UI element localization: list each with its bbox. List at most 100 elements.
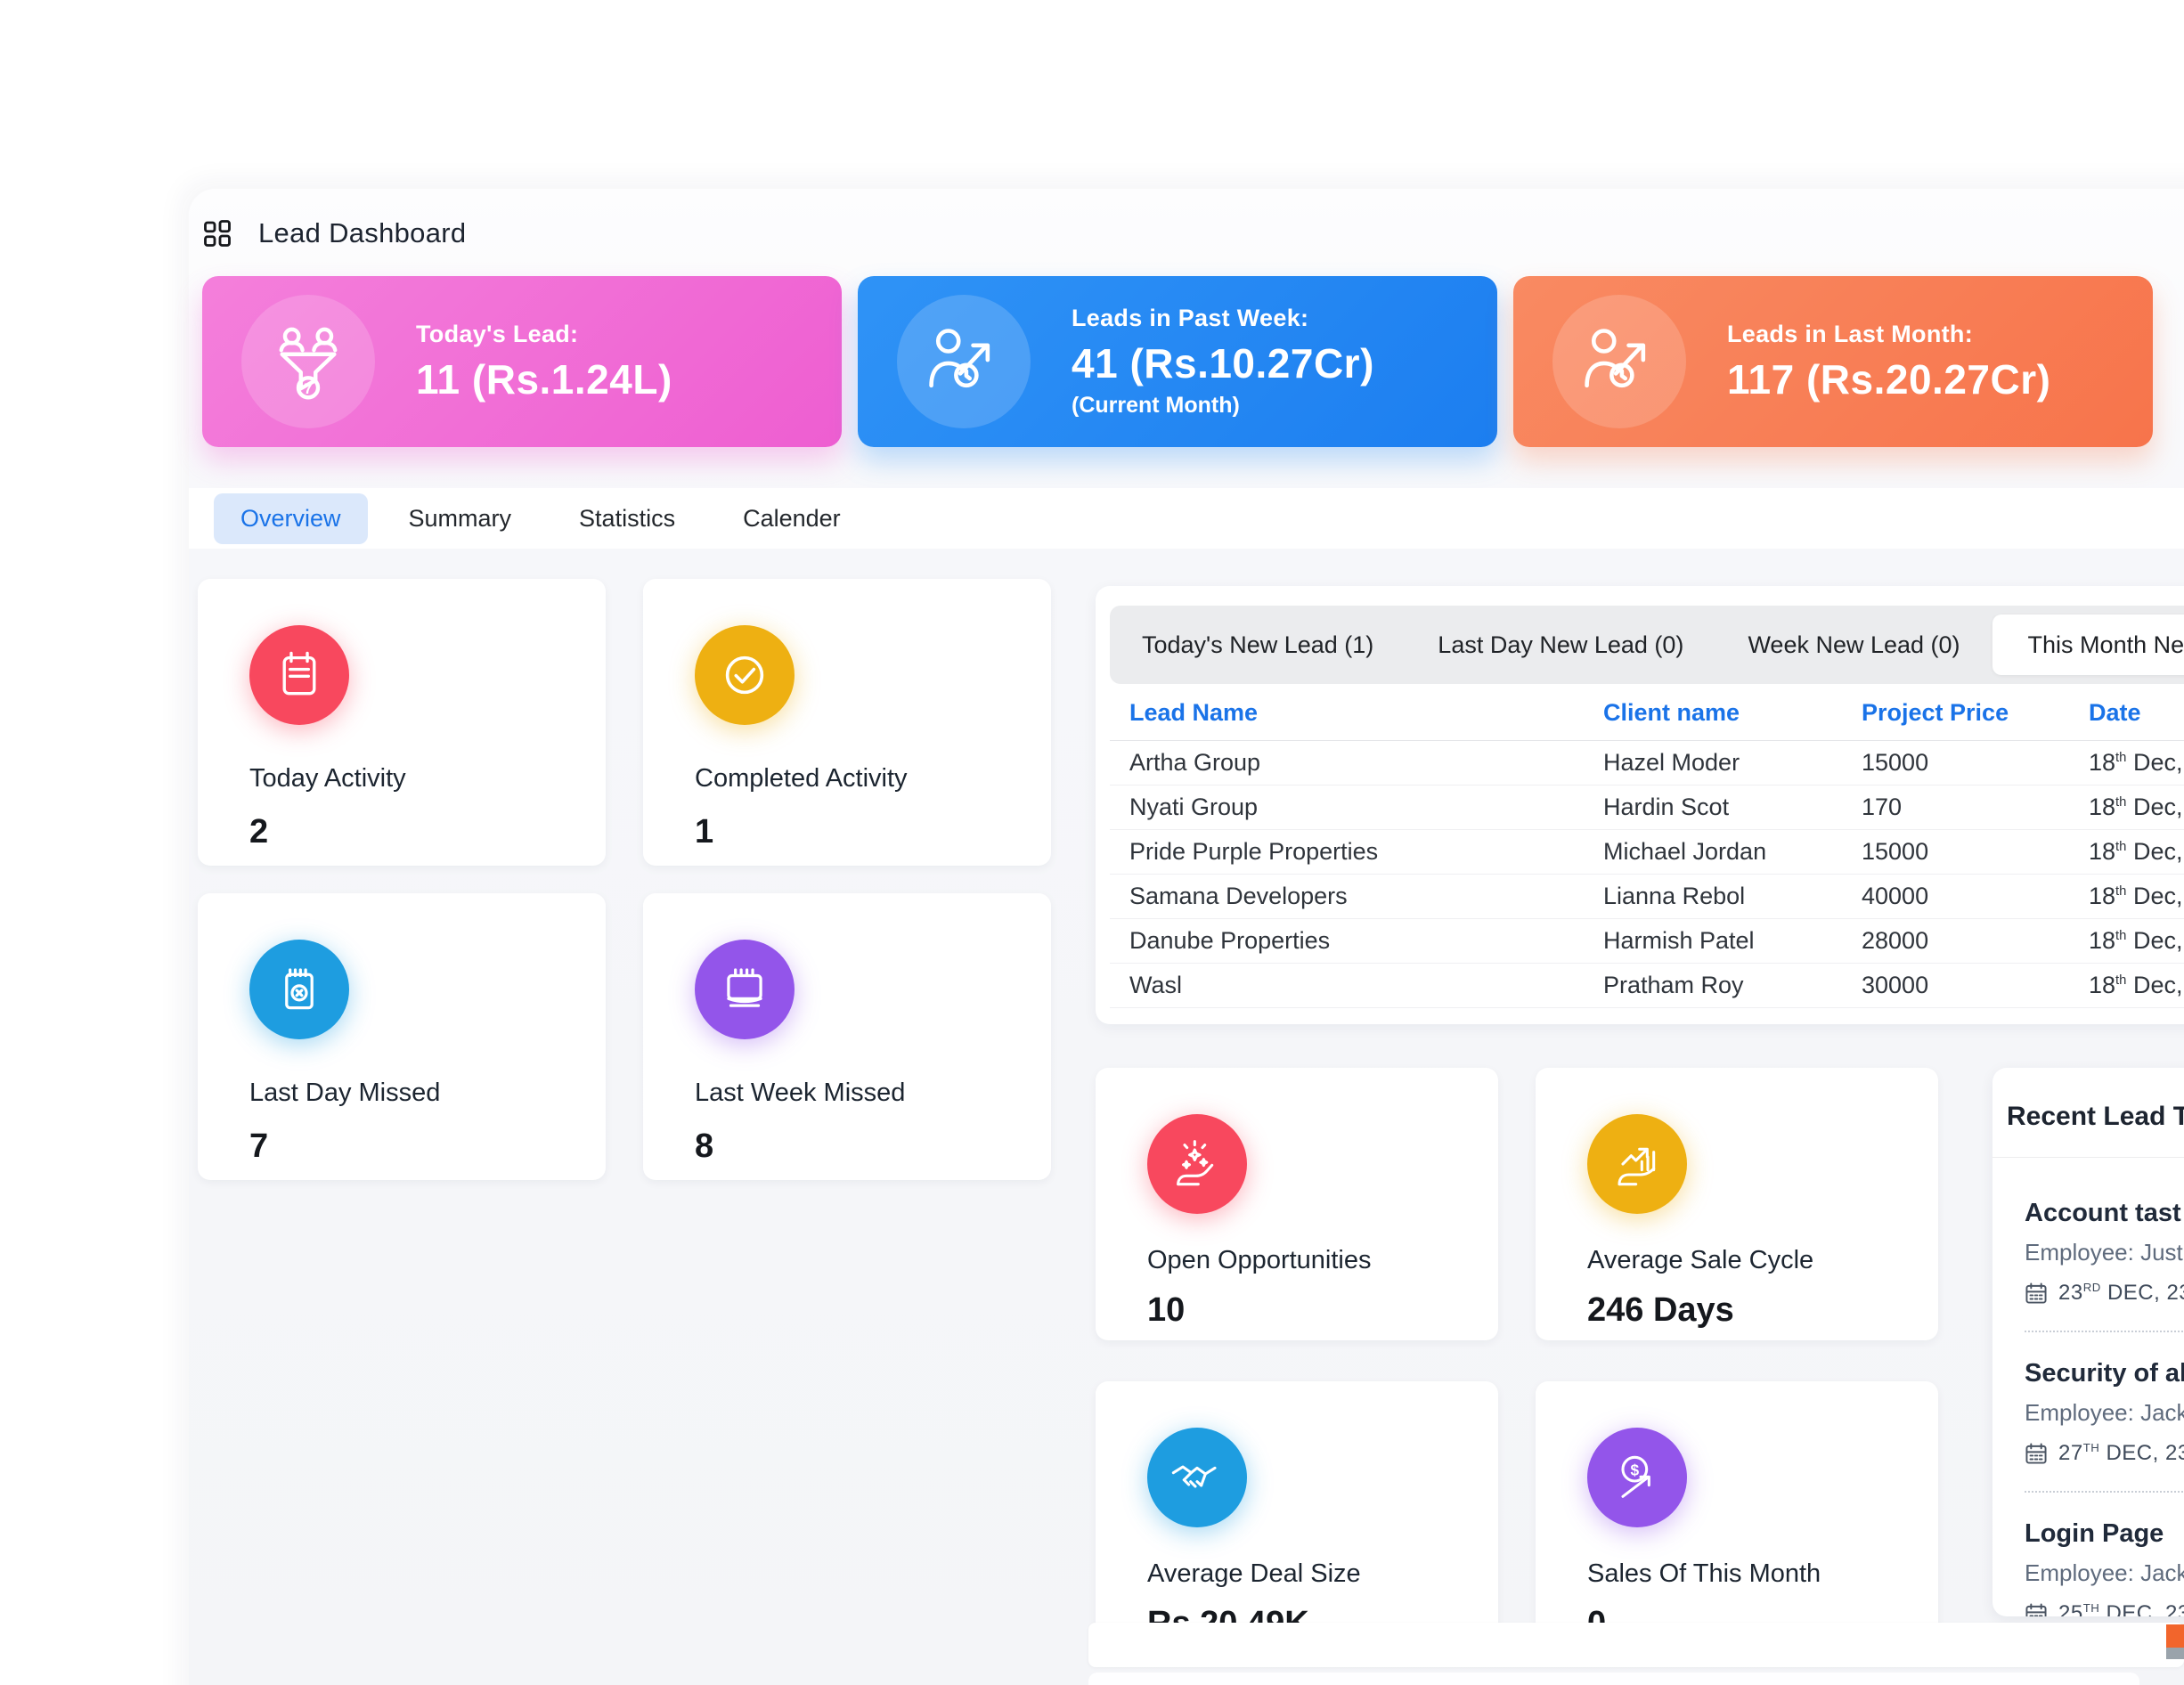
hand-stars-icon xyxy=(1147,1114,1247,1214)
dollar-trend-icon: $ xyxy=(1587,1428,1687,1527)
tab-overview[interactable]: Overview xyxy=(214,492,368,544)
cell-price: 15000 xyxy=(1862,838,1929,865)
svg-text:7: 7 xyxy=(304,381,312,397)
cell-client: Hardin Scot xyxy=(1603,794,1730,820)
dotted-divider xyxy=(2025,1491,2184,1493)
cell-date: 18th Dec, 2 xyxy=(2089,883,2184,909)
task-date: 23RD DEC, 23 xyxy=(2025,1281,2184,1306)
card-last-week-missed: Last Week Missed 8 xyxy=(643,893,1051,1180)
col-date: Date xyxy=(2089,699,2141,726)
tab-calender[interactable]: Calender xyxy=(743,504,841,532)
card-label: Last Week Missed xyxy=(695,1079,906,1107)
card-sales-of-this-month: $ Sales Of This Month 0 xyxy=(1536,1381,1938,1654)
col-lead-name: Lead Name xyxy=(1129,699,1259,726)
card-label: Average Sale Cycle xyxy=(1587,1246,1814,1274)
table-row[interactable]: Artha Group Hazel Moder 15000 18th Dec, … xyxy=(1110,741,2184,786)
task-employee: Employee: Justin xyxy=(2025,1239,2184,1266)
cell-price: 30000 xyxy=(1862,972,1929,998)
stat-label: Today's Lead: xyxy=(416,320,579,347)
task-date: 27TH DEC, 23 xyxy=(2025,1441,2184,1466)
cell-price: 15000 xyxy=(1862,749,1929,776)
stat-value: 117 (Rs.20.27Cr) xyxy=(1727,355,2051,403)
table-row[interactable]: Danube Properties Harmish Patel 28000 18… xyxy=(1110,919,2184,964)
card-open-opportunities: Open Opportunities 10 xyxy=(1096,1068,1498,1340)
stat-card-row: 7 Today's Lead: 11 (Rs.1.24L) Leads in P… xyxy=(202,276,2153,447)
table-row[interactable]: Wasl Pratham Roy 30000 18th Dec, 2 xyxy=(1110,964,2184,1008)
stat-card-todays-lead: 7 Today's Lead: 11 (Rs.1.24L) xyxy=(202,276,842,447)
leads-funnel-icon: 7 xyxy=(241,295,375,428)
cell-client: Hazel Moder xyxy=(1603,749,1740,776)
view-tabs-bar: Overview Summary Statistics Calender xyxy=(189,488,2184,549)
card-value: 10 xyxy=(1147,1291,1186,1329)
page-title: Lead Dashboard xyxy=(258,217,467,248)
cell-lead: Nyati Group xyxy=(1129,794,1259,820)
lead-table-tabs: Today's New Lead (1) Last Day New Lead (… xyxy=(1110,606,2184,684)
col-client-name: Client name xyxy=(1603,699,1740,726)
card-label: Today Activity xyxy=(249,764,406,793)
task-title: Login Page xyxy=(2025,1519,2164,1548)
card-label: Sales Of This Month xyxy=(1587,1559,1821,1588)
scroll-marker xyxy=(2166,1624,2184,1648)
mini-calendar-icon xyxy=(2025,1442,2048,1465)
recent-lead-tasks-panel: Recent Lead Tas Account tast ma Employee… xyxy=(1992,1068,2184,1616)
new-leads-table-card: Today's New Lead (1) Last Day New Lead (… xyxy=(1096,586,2184,1024)
svg-text:$: $ xyxy=(1631,1461,1640,1478)
cell-date: 18th Dec, 2 xyxy=(2089,749,2184,776)
stat-card-past-week: Leads in Past Week: 41 (Rs.10.27Cr) (Cur… xyxy=(858,276,1497,447)
scroll-marker-shadow xyxy=(2166,1648,2184,1659)
card-value: 2 xyxy=(249,813,269,851)
task-item[interactable]: Account tast ma Employee: Justin 23RD DE… xyxy=(2025,1172,2184,1332)
cell-date: 18th Dec, 2 xyxy=(2089,838,2184,865)
card-value: 246 Days xyxy=(1587,1291,1734,1329)
cell-client: Pratham Roy xyxy=(1603,972,1744,998)
cell-price: 170 xyxy=(1862,794,1903,820)
cell-price: 28000 xyxy=(1862,927,1929,954)
card-completed-activity: Completed Activity 1 xyxy=(643,579,1051,866)
person-trend-icon xyxy=(1552,295,1686,428)
task-title: Security of all M xyxy=(2025,1359,2184,1388)
cell-lead: Danube Properties xyxy=(1129,927,1331,954)
tab-todays-new-lead[interactable]: Today's New Lead (1) xyxy=(1142,631,1374,658)
col-project-price: Project Price xyxy=(1862,699,2009,726)
tab-last-day-new-lead[interactable]: Last Day New Lead (0) xyxy=(1438,631,1684,658)
card-value: 7 xyxy=(249,1127,269,1165)
next-section-edge xyxy=(1088,1673,2139,1685)
cell-date: 18th Dec, 2 xyxy=(2089,927,2184,954)
cell-price: 40000 xyxy=(1862,883,1929,909)
mini-calendar-icon xyxy=(2025,1282,2048,1305)
card-value: 1 xyxy=(695,813,714,851)
horizontal-scrollbar-track[interactable] xyxy=(1088,1623,2184,1667)
task-title: Account tast ma xyxy=(2025,1199,2184,1227)
tab-summary[interactable]: Summary xyxy=(408,504,512,532)
tab-statistics[interactable]: Statistics xyxy=(579,504,676,532)
cell-lead: Pride Purple Properties xyxy=(1129,838,1379,865)
calendar-missed-icon xyxy=(249,940,349,1039)
cell-client: Harmish Patel xyxy=(1603,927,1755,954)
task-employee: Employee: Jack xyxy=(2025,1559,2184,1586)
card-last-day-missed: Last Day Missed 7 xyxy=(198,893,606,1180)
check-circle-icon xyxy=(695,625,795,725)
tasks-panel-title: Recent Lead Tas xyxy=(2007,1102,2184,1131)
divider xyxy=(1992,1157,2184,1158)
stat-note: (Current Month) xyxy=(1072,393,1240,418)
tab-this-month-new-lead[interactable]: This Month New Lea xyxy=(1992,615,2184,675)
tab-week-new-lead[interactable]: Week New Lead (0) xyxy=(1748,631,1960,658)
cell-lead: Artha Group xyxy=(1129,749,1261,776)
cell-client: Lianna Rebol xyxy=(1603,883,1746,909)
flip-calendar-icon xyxy=(695,940,795,1039)
card-label: Completed Activity xyxy=(695,764,908,793)
task-item[interactable]: Login Page Employee: Jack 25TH DEC, 23 xyxy=(2025,1493,2184,1616)
stat-value: 11 (Rs.1.24L) xyxy=(416,355,672,403)
task-employee: Employee: Jack xyxy=(2025,1399,2184,1426)
task-item[interactable]: Security of all M Employee: Jack 27TH DE… xyxy=(2025,1332,2184,1493)
table-row[interactable]: Samana Developers Lianna Rebol 40000 18t… xyxy=(1110,875,2184,919)
card-value: 8 xyxy=(695,1127,714,1165)
dashboard-grid-icon xyxy=(201,217,233,249)
cell-date: 18th Dec, 2 xyxy=(2089,794,2184,820)
cell-lead: Samana Developers xyxy=(1129,883,1348,909)
cell-client: Michael Jordan xyxy=(1603,838,1767,865)
card-label: Average Deal Size xyxy=(1147,1559,1361,1588)
calendar-icon xyxy=(249,625,349,725)
table-row[interactable]: Pride Purple Properties Michael Jordan 1… xyxy=(1110,830,2184,875)
table-row[interactable]: Nyati Group Hardin Scot 170 18th Dec, 2 xyxy=(1110,786,2184,830)
